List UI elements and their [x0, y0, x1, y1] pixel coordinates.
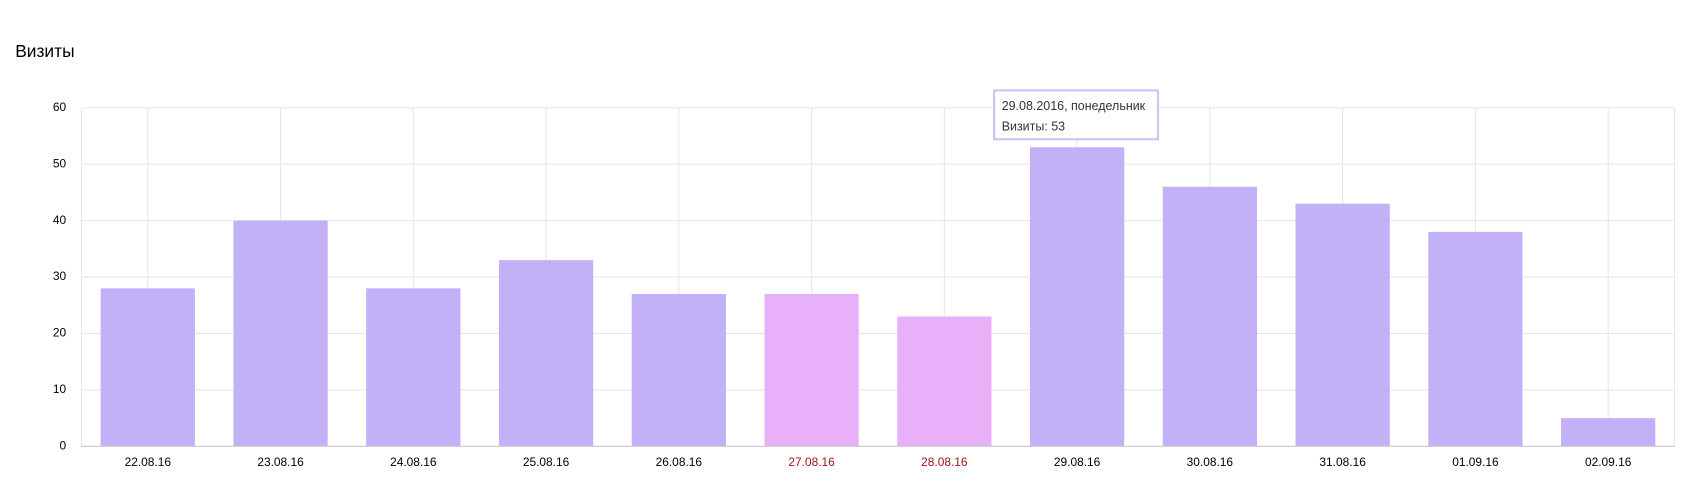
- x-tick-label: 24.08.16: [390, 455, 437, 469]
- x-tick-label: 30.08.16: [1187, 455, 1234, 469]
- bar: [1561, 418, 1656, 447]
- x-tick-label: 31.08.16: [1319, 455, 1366, 469]
- x-tick-label: 23.08.16: [257, 455, 304, 469]
- x-tick-label: 28.08.16: [921, 455, 968, 469]
- bar: [100, 288, 195, 447]
- y-tick-label: 30: [53, 269, 67, 283]
- x-tick-label: 27.08.16: [788, 455, 835, 469]
- bar: [897, 316, 992, 447]
- x-tick-label: 29.08.16: [1054, 455, 1101, 469]
- tooltip-text: Визиты: 53: [1002, 120, 1065, 134]
- y-tick-label: 60: [53, 100, 67, 114]
- bar: [1162, 186, 1258, 447]
- x-tick-label: 01.09.16: [1452, 455, 1499, 469]
- y-tick-label: 50: [53, 156, 67, 170]
- tooltip-title: 29.08.2016, понедельник: [1002, 99, 1146, 113]
- x-tick-label: 25.08.16: [523, 455, 570, 469]
- y-tick-label: 40: [53, 213, 67, 227]
- y-tick-label: 0: [60, 439, 67, 453]
- tooltip: 29.08.2016, понедельник Визиты: 53: [993, 89, 1160, 141]
- bar: [233, 220, 328, 447]
- y-tick-label: 20: [53, 326, 67, 340]
- y-tick-label: 10: [53, 382, 67, 396]
- bar: [1029, 147, 1125, 447]
- bar: [366, 288, 461, 447]
- x-tick-label: 22.08.16: [125, 455, 172, 469]
- x-tick-label: 02.09.16: [1585, 455, 1632, 469]
- bar: [631, 293, 726, 447]
- tooltip-box: [993, 89, 1160, 141]
- x-tick-label: 26.08.16: [656, 455, 703, 469]
- bar: [498, 260, 594, 447]
- chart-title: Визиты: [15, 41, 74, 61]
- bar: [1428, 231, 1523, 447]
- bar: [764, 293, 859, 447]
- bar: [1295, 203, 1390, 447]
